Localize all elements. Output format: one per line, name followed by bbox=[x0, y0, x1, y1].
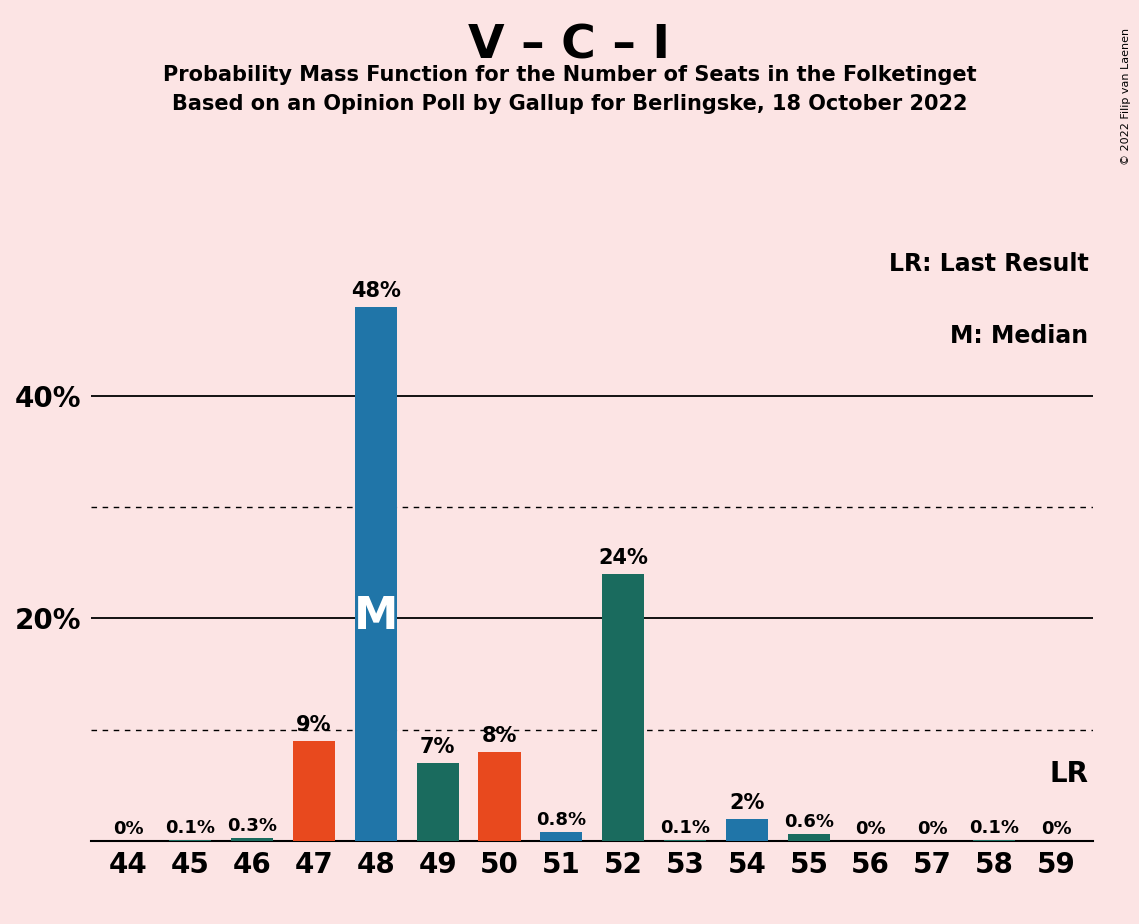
Bar bbox=[354, 307, 396, 841]
Bar bbox=[231, 837, 273, 841]
Text: 0.1%: 0.1% bbox=[661, 819, 710, 837]
Text: 0.3%: 0.3% bbox=[227, 817, 277, 834]
Text: 0%: 0% bbox=[113, 821, 144, 838]
Bar bbox=[478, 752, 521, 841]
Bar bbox=[169, 840, 211, 841]
Text: Probability Mass Function for the Number of Seats in the Folketinget: Probability Mass Function for the Number… bbox=[163, 65, 976, 85]
Text: 24%: 24% bbox=[598, 548, 648, 568]
Text: 2%: 2% bbox=[729, 793, 764, 813]
Bar bbox=[726, 819, 768, 841]
Text: 8%: 8% bbox=[482, 726, 517, 747]
Text: LR: LR bbox=[1049, 760, 1089, 788]
Text: 0.1%: 0.1% bbox=[969, 819, 1019, 837]
Bar bbox=[540, 832, 582, 841]
Text: 0%: 0% bbox=[1041, 821, 1072, 838]
Bar bbox=[664, 840, 706, 841]
Text: M: M bbox=[353, 595, 398, 638]
Bar bbox=[974, 840, 1016, 841]
Text: LR: Last Result: LR: Last Result bbox=[888, 252, 1089, 276]
Bar bbox=[788, 834, 830, 841]
Text: 0.8%: 0.8% bbox=[536, 811, 587, 829]
Text: M: Median: M: Median bbox=[950, 324, 1089, 348]
Bar bbox=[603, 574, 645, 841]
Text: 48%: 48% bbox=[351, 282, 401, 301]
Text: 9%: 9% bbox=[296, 715, 331, 736]
Text: V – C – I: V – C – I bbox=[468, 23, 671, 68]
Text: 0.1%: 0.1% bbox=[165, 819, 215, 837]
Bar bbox=[293, 741, 335, 841]
Text: 7%: 7% bbox=[420, 737, 456, 758]
Text: © 2022 Filip van Laenen: © 2022 Filip van Laenen bbox=[1121, 28, 1131, 164]
Text: Based on an Opinion Poll by Gallup for Berlingske, 18 October 2022: Based on an Opinion Poll by Gallup for B… bbox=[172, 94, 967, 115]
Text: 0.6%: 0.6% bbox=[784, 813, 834, 832]
Text: 0%: 0% bbox=[855, 821, 886, 838]
Text: 0%: 0% bbox=[917, 821, 948, 838]
Bar bbox=[417, 763, 459, 841]
